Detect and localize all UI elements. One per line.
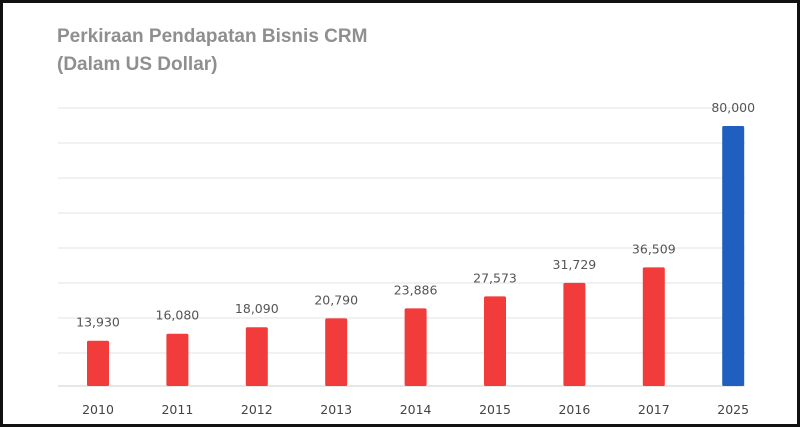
value-label-2017: 36,509 <box>632 241 676 256</box>
bar-2017 <box>642 267 665 386</box>
chart-title: Perkiraan Pendapatan Bisnis CRM <box>57 26 368 47</box>
x-tick-label-2015: 2015 <box>479 402 511 417</box>
value-label-2014: 23,886 <box>394 282 438 297</box>
bar-2012 <box>245 327 268 386</box>
chart-title-block: Perkiraan Pendapatan Bisnis CRM (Dalam U… <box>57 23 367 79</box>
value-label-2016: 31,729 <box>553 257 597 272</box>
bar-2016 <box>563 282 586 386</box>
value-label-2013: 20,790 <box>314 292 358 307</box>
bar-2015 <box>484 296 506 386</box>
value-label-2012: 18,090 <box>235 301 279 316</box>
x-tick-label-2011: 2011 <box>161 402 193 417</box>
value-label-2010: 13,930 <box>76 315 120 330</box>
bar-chart: 13,930 2010 16,080 2011 18,090 2012 20,790 2013… <box>58 100 755 417</box>
x-tick-label-2025: 2025 <box>717 402 749 417</box>
x-tick-label-2013: 2013 <box>320 402 352 417</box>
x-tick-label-2012: 2012 <box>241 402 273 417</box>
value-label-2025: 80,000 <box>711 100 755 115</box>
bar-2025 <box>722 126 745 386</box>
bar-2014 <box>404 308 427 386</box>
bar-2011 <box>166 333 189 386</box>
x-tick-label-2016: 2016 <box>558 402 590 417</box>
bar-2013 <box>325 318 348 386</box>
x-tick-label-2014: 2014 <box>400 402 432 417</box>
x-tick-label-2017: 2017 <box>638 402 670 417</box>
chart-subtitle: (Dalam US Dollar) <box>57 54 218 75</box>
value-label-2015: 27,573 <box>473 270 517 285</box>
x-tick-label-2010: 2010 <box>82 402 114 417</box>
bar-2010 <box>87 340 109 386</box>
value-label-2011: 16,080 <box>156 308 200 323</box>
